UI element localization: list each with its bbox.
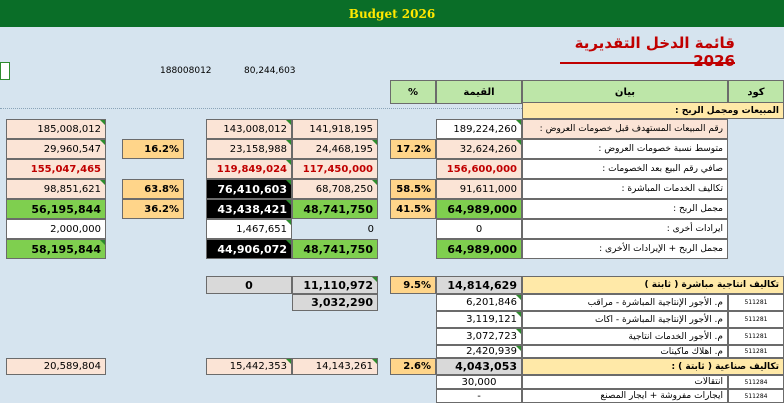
item-value[interactable]: 6,201,846 [436,294,522,311]
header-pct: % [390,80,436,104]
section2-col1[interactable]: 11,110,972 [292,276,378,294]
row-value[interactable]: 91,611,000 [436,179,522,199]
row-col2[interactable]: 76,410,603 [206,179,292,199]
row-label[interactable]: تكاليف الخدمات المباشرة : [522,179,728,199]
row-col2[interactable]: 143,008,012 [206,119,292,139]
row-col1[interactable]: 48,741,750 [292,239,378,259]
header-desc: بيان [522,80,728,104]
row-value[interactable]: 156,600,000 [436,159,522,179]
row-col2[interactable]: 1,467,651 [206,219,292,239]
item-label[interactable]: ايجارات مفروشة + ايجار المصنع [522,389,728,403]
item-code: 511281 [728,311,784,328]
page-title: قائمة الدخل التقديرية 2026 [560,34,735,70]
item-code: 511284 [728,375,784,389]
row-label[interactable]: رقم المبيعات المستهدف قبل خصومات العروض … [522,119,728,139]
row-value[interactable]: 64,989,000 [436,199,522,219]
row-col3[interactable]: 36.2% [122,199,184,219]
row-col3[interactable]: 63.8% [122,179,184,199]
section3-col2[interactable]: 15,442,353 [206,358,292,375]
item-value[interactable]: 3,072,723 [436,328,522,345]
row-col1[interactable]: 48,741,750 [292,199,378,219]
item-value[interactable]: 3,119,121 [436,311,522,328]
section-industrial-costs-title: تكاليف صناعية ( ثابتة ) : [522,358,784,375]
row-col2[interactable]: 43,438,421 [206,199,292,219]
row-col4[interactable]: 98,851,621 [6,179,106,199]
row-col4[interactable]: 155,047,465 [6,159,106,179]
top-value-a: 188008012 [160,66,212,76]
section3-value[interactable]: 4,043,053 [436,358,522,375]
row-value[interactable]: 32,624,260 [436,139,522,159]
item-value[interactable]: - [436,389,522,403]
item-code: 511281 [728,294,784,311]
row-col4[interactable]: 56,195,844 [6,199,106,219]
item-value[interactable]: 2,420,939 [436,345,522,358]
row-col4[interactable]: 29,960,547 [6,139,106,159]
row-col1[interactable]: 117,450,000 [292,159,378,179]
row-col2[interactable]: 44,906,072 [206,239,292,259]
row-col4[interactable]: 2,000,000 [6,219,106,239]
section3-col1[interactable]: 14,143,261 [292,358,378,375]
item-value[interactable]: 30,000 [436,375,522,389]
item-label[interactable]: م. الأجور الخدمات انتاجية [522,328,728,345]
row-col4[interactable]: 58,195,844 [6,239,106,259]
header-value: القيمة [436,80,522,104]
item-label[interactable]: م. الأجور الإنتاجية المباشرة - اكات [522,311,728,328]
section2-pct[interactable]: 9.5% [390,276,436,294]
section3-col4[interactable]: 20,589,804 [6,358,106,375]
row-col1[interactable]: 68,708,250 [292,179,378,199]
row-pct[interactable]: 41.5% [390,199,436,219]
row-label[interactable]: صافي رقم البيع بعد الخصومات : [522,159,728,179]
header-code: كود [728,80,784,104]
app-title: Budget 2026 [0,0,784,27]
row-label[interactable]: ايرادات أخرى : [522,219,728,239]
row-col2[interactable]: 119,849,024 [206,159,292,179]
section2-value[interactable]: 14,814,629 [436,276,522,294]
row-value[interactable]: 0 [436,219,522,239]
item-label[interactable]: م. الأجور الإنتاجية المباشرة - مراقب [522,294,728,311]
section-direct-costs-title: تكاليف انتاجية مباشرة ( ثابتة ) [522,276,784,294]
row-label[interactable]: مجمل الربح : [522,199,728,219]
row-label[interactable]: متوسط نسبة خصومات العروض : [522,139,728,159]
item-label[interactable]: انتقالات [522,375,728,389]
top-value-b: 80,244,603 [244,66,296,76]
row-pct[interactable]: 17.2% [390,139,436,159]
item-code: 511281 [728,345,784,358]
item-code: 511281 [728,328,784,345]
row-value[interactable]: 64,989,000 [436,239,522,259]
item-code: 511284 [728,389,784,403]
row-col1[interactable]: 141,918,195 [292,119,378,139]
row-pct[interactable]: 58.5% [390,179,436,199]
row-value[interactable]: 189,224,260 [436,119,522,139]
section-sales-title: المبيعات ومجمل الربح : [522,102,784,119]
section2-col1-sub[interactable]: 3,032,290 [292,294,378,311]
row-col4[interactable]: 185,008,012 [6,119,106,139]
item-label[interactable]: م. اهلاك ماكينات [522,345,728,358]
row-label[interactable]: مجمل الربح + الإيرادات الأخرى : [522,239,728,259]
row-col2[interactable]: 23,158,988 [206,139,292,159]
row-col3[interactable]: 16.2% [122,139,184,159]
row-col1[interactable]: 24,468,195 [292,139,378,159]
row-col1[interactable]: 0 [367,223,374,235]
section2-col2[interactable]: 0 [206,276,292,294]
section3-pct[interactable]: 2.6% [390,358,436,375]
name-box[interactable] [0,62,10,80]
